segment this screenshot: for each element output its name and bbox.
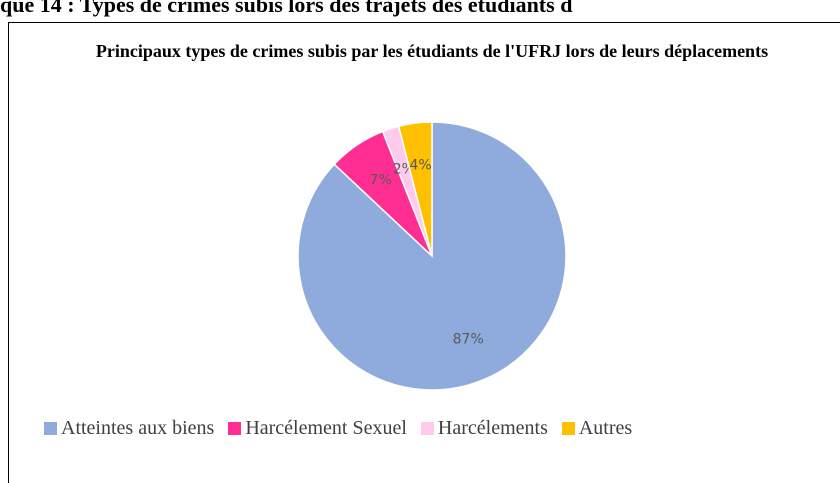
legend-swatch [228,422,242,435]
heading: que 14 : Types de crimes subis lors des … [0,0,573,17]
legend-item: Atteintes aux biens [44,417,214,440]
pie-slice [397,121,433,257]
legend-item: Autres [561,417,633,440]
legend-label: Atteintes aux biens [61,417,215,439]
data-label: 4% [409,158,431,174]
legend-swatch [44,422,57,435]
chart-frame [8,22,840,483]
title-box: Principaux types de crimes subis par les… [8,38,840,64]
data-label: 87% [453,332,484,348]
legend-item: Harcélement Sexuel [228,417,407,440]
data-label: 7% [370,173,392,189]
legend-swatch [420,422,434,435]
legend-swatch [561,422,575,435]
legend: Atteintes aux biens Harcélement Sexuel Har… [44,417,632,440]
legend-label: Harcélements [437,417,548,439]
legend-item: Harcélements [420,417,548,440]
legend-label: Harcélement Sexuel [245,417,407,439]
chart-title: Principaux types de crimes subis par les… [95,41,769,61]
legend-label: Autres [578,417,633,439]
